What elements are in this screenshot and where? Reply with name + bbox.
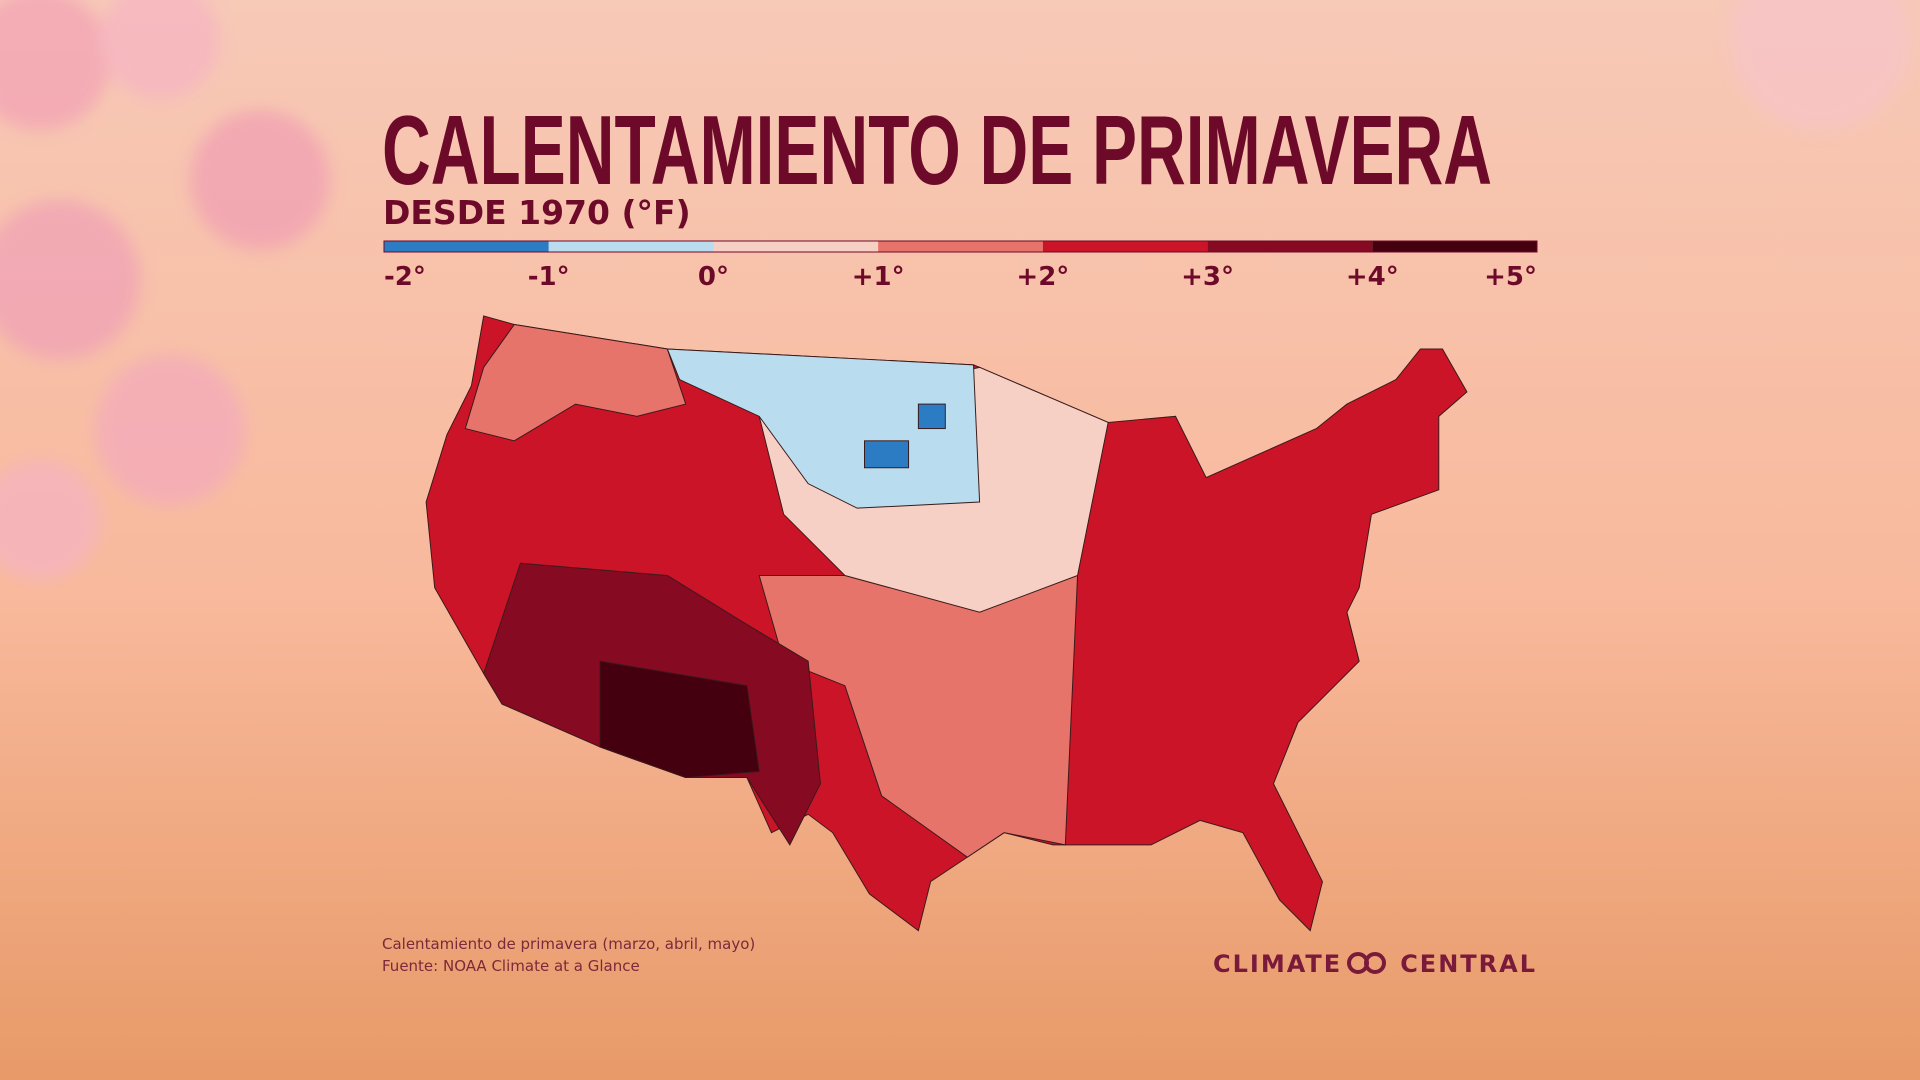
logo: CLIMATE CENTRAL xyxy=(1213,950,1537,978)
legend-label: 0° xyxy=(698,262,729,292)
footnote: Calentamiento de primavera (marzo, abril… xyxy=(382,935,755,953)
legend-label: +5° xyxy=(1484,262,1537,292)
legend-swatch xyxy=(1207,241,1373,252)
map xyxy=(425,315,1468,932)
legend-label: -2° xyxy=(384,262,426,292)
legend-label: +1° xyxy=(852,262,905,292)
legend: -2° -1° 0° +1° +2° +3° +4° +5° xyxy=(383,240,1538,292)
region-cooling xyxy=(666,348,981,509)
legend-label: +2° xyxy=(1016,262,1069,292)
legend-swatch xyxy=(548,241,714,252)
subtitle: DESDE 1970 (°F) xyxy=(383,193,691,232)
blossoms xyxy=(0,0,1910,580)
region-northwest xyxy=(464,323,687,442)
logo-text: CLIMATE xyxy=(1213,950,1342,978)
legend-swatch xyxy=(878,241,1043,252)
logo-icon xyxy=(1364,952,1386,974)
region-cold xyxy=(864,440,910,469)
legend-swatch xyxy=(1372,241,1537,252)
legend-swatch xyxy=(384,241,549,252)
legend-frame xyxy=(383,240,1538,253)
legend-swatch xyxy=(713,241,879,252)
legend-swatch xyxy=(1042,241,1208,252)
legend-label: +3° xyxy=(1181,262,1234,292)
legend-label: -1° xyxy=(528,262,570,292)
title: CALENTAMIENTO DE PRIMAVERA xyxy=(382,95,1492,205)
legend-label: +4° xyxy=(1346,262,1399,292)
region-cold xyxy=(917,403,946,430)
logo-text: CENTRAL xyxy=(1400,950,1537,978)
footnote: Fuente: NOAA Climate at a Glance xyxy=(382,957,640,975)
region-hottest xyxy=(599,660,760,779)
